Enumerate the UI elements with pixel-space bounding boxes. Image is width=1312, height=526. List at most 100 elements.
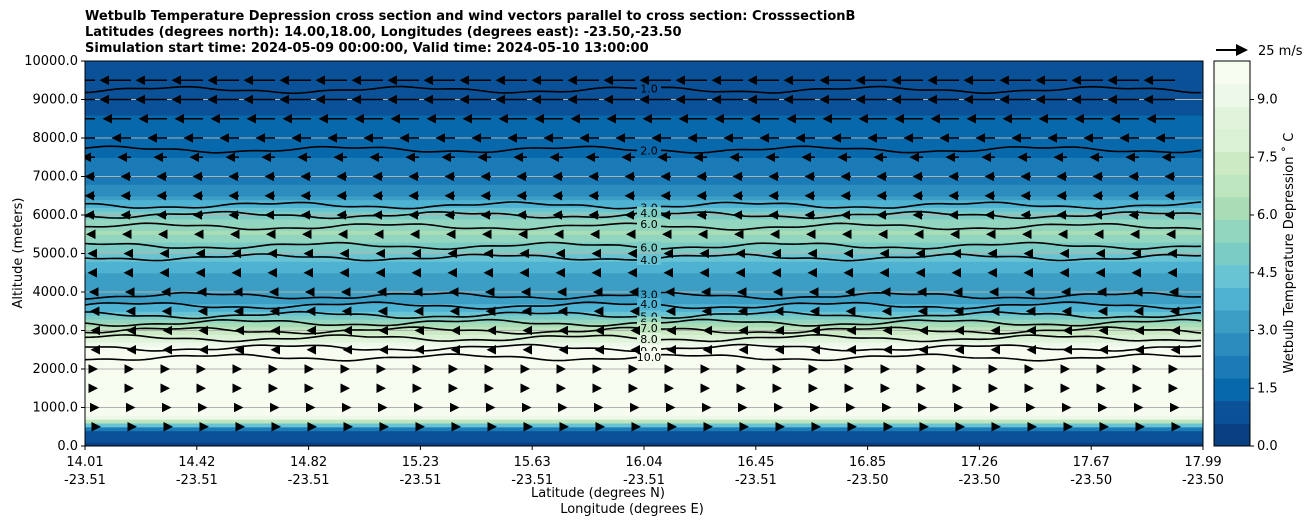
colorbar-tick-label: 0.0 xyxy=(1257,439,1278,454)
depression-band xyxy=(85,191,1203,197)
depression-band xyxy=(85,195,1203,201)
depression-band xyxy=(85,403,1203,409)
colorbar-label: Wetbulb Temperature Depression ˚ C xyxy=(1281,133,1297,374)
x-tick-label-latitude: 14.01 xyxy=(66,455,103,470)
depression-band xyxy=(85,107,1203,112)
y-tick-label: 6000.0 xyxy=(33,208,79,223)
x-tick-label-latitude: 17.67 xyxy=(1073,455,1110,470)
depression-band xyxy=(85,184,1203,189)
depression-band xyxy=(85,64,1203,70)
depression-band xyxy=(85,268,1203,274)
depression-band xyxy=(85,415,1203,420)
y-tick-label: 2000.0 xyxy=(33,362,79,377)
depression-band xyxy=(85,138,1203,143)
depression-band xyxy=(85,430,1203,436)
wind-key: 25 m/s xyxy=(1216,44,1303,59)
depression-band xyxy=(85,153,1203,158)
title-line-2: Latitudes (degrees north): 14.00,18.00, … xyxy=(85,25,682,40)
colorbar-segment xyxy=(1214,219,1250,243)
depression-band xyxy=(85,399,1203,405)
contour-label-bg xyxy=(637,332,661,344)
colorbar: 0.0 1.5 3.0 4.5 6.0 7.5 9.0 xyxy=(1213,60,1278,454)
colorbar-segment xyxy=(1214,378,1250,402)
chart-title: Wetbulb Temperature Depression cross sec… xyxy=(85,9,855,57)
x-tick-label-latitude: 14.42 xyxy=(178,455,215,470)
title-line-3: Simulation start time: 2024-05-09 00:00:… xyxy=(85,41,649,56)
depression-band xyxy=(85,141,1203,147)
depression-band xyxy=(85,265,1203,270)
x-tick-label-longitude: -23.51 xyxy=(623,473,665,488)
depression-band xyxy=(85,238,1203,243)
y-tick-label: 10000.0 xyxy=(24,54,78,69)
depression-band xyxy=(85,91,1203,97)
x-tick-label-latitude: 17.26 xyxy=(961,455,998,470)
depression-band xyxy=(85,384,1203,389)
depression-band xyxy=(85,72,1203,77)
title-line-1: Wetbulb Temperature Depression cross sec… xyxy=(85,9,856,24)
colorbar-tick-label: 9.0 xyxy=(1257,93,1278,108)
colorbar-segment xyxy=(1214,174,1250,198)
depression-band xyxy=(85,376,1203,382)
x-tick-label-longitude: -23.51 xyxy=(64,473,106,488)
colorbar-segment xyxy=(1214,423,1250,447)
colorbar-frame xyxy=(1213,60,1251,447)
depression-band xyxy=(85,419,1203,424)
contour-label-bg xyxy=(637,201,661,213)
depression-band xyxy=(85,168,1203,174)
depression-band xyxy=(85,234,1203,239)
x-tick-label-latitude: 16.45 xyxy=(737,455,774,470)
x-tick-label-latitude: 16.04 xyxy=(625,455,662,470)
contour-label-bg xyxy=(637,144,661,156)
contour-label: 6.0 xyxy=(640,218,658,231)
contour-label-bg xyxy=(637,345,661,357)
y-tick-label: 0.0 xyxy=(57,439,78,454)
colorbar-segment xyxy=(1214,242,1250,266)
depression-band xyxy=(85,164,1203,170)
colorbar-segment xyxy=(1214,128,1250,153)
wind-vectors xyxy=(85,75,1182,432)
contour-label: 1.0 xyxy=(640,82,658,95)
x-tick-label-longitude: -23.51 xyxy=(735,473,777,488)
y-tick-label: 3000.0 xyxy=(33,324,79,339)
depression-band xyxy=(85,369,1203,374)
contour-label-bg xyxy=(637,241,661,253)
depression-band xyxy=(85,172,1203,178)
x-tick-label-latitude: 15.23 xyxy=(402,455,439,470)
depression-band xyxy=(85,276,1203,282)
wind-key-label: 25 m/s xyxy=(1258,44,1303,59)
depression-band xyxy=(85,438,1203,443)
colorbar-segment xyxy=(1214,332,1250,356)
contour-label: 2.0 xyxy=(640,144,658,157)
contour-label-bg xyxy=(637,298,661,310)
depression-band xyxy=(85,372,1203,378)
depression-band xyxy=(85,111,1203,116)
contour-label-bg xyxy=(637,310,661,322)
depression-band xyxy=(85,61,1203,66)
depression-band xyxy=(85,230,1203,235)
colorbar-segment xyxy=(1214,264,1250,288)
contour-label: 7.0 xyxy=(640,322,658,335)
contour-label: 4.0 xyxy=(640,207,658,220)
depression-band xyxy=(85,361,1203,366)
depression-band xyxy=(85,284,1203,289)
colorbar-tick-label: 6.0 xyxy=(1257,208,1278,223)
x-tick-label-latitude: 17.99 xyxy=(1184,455,1221,470)
x-tick-label-longitude: -23.50 xyxy=(847,473,889,488)
x-tick-label-latitude: 14.82 xyxy=(290,455,327,470)
contour-label-bg xyxy=(637,253,661,265)
contour-label-bg xyxy=(637,82,661,94)
depression-band xyxy=(85,122,1203,128)
depression-band xyxy=(85,188,1203,193)
colorbar-segment xyxy=(1214,310,1250,334)
depression-band xyxy=(85,68,1203,74)
y-tick-label: 5000.0 xyxy=(33,247,79,262)
colorbar-tick-label: 4.5 xyxy=(1257,266,1278,281)
depression-band xyxy=(85,130,1203,135)
contour-label-bg xyxy=(637,322,661,334)
colorbar-tick-label: 1.5 xyxy=(1257,381,1278,396)
depression-band xyxy=(85,176,1203,181)
depression-band xyxy=(85,180,1203,185)
depression-band xyxy=(85,411,1203,416)
colorbar-segment xyxy=(1214,196,1250,221)
